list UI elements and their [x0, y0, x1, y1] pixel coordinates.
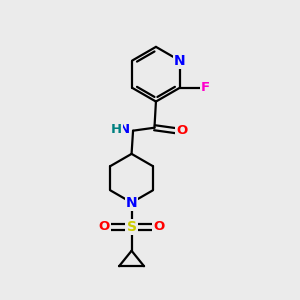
Text: F: F — [201, 81, 210, 94]
Text: O: O — [176, 124, 188, 137]
Text: N: N — [174, 53, 185, 68]
Text: O: O — [153, 220, 164, 233]
Text: S: S — [127, 220, 136, 234]
Text: O: O — [99, 220, 110, 233]
Text: N: N — [126, 196, 137, 210]
Text: H: H — [111, 123, 122, 136]
Text: N: N — [119, 123, 130, 136]
